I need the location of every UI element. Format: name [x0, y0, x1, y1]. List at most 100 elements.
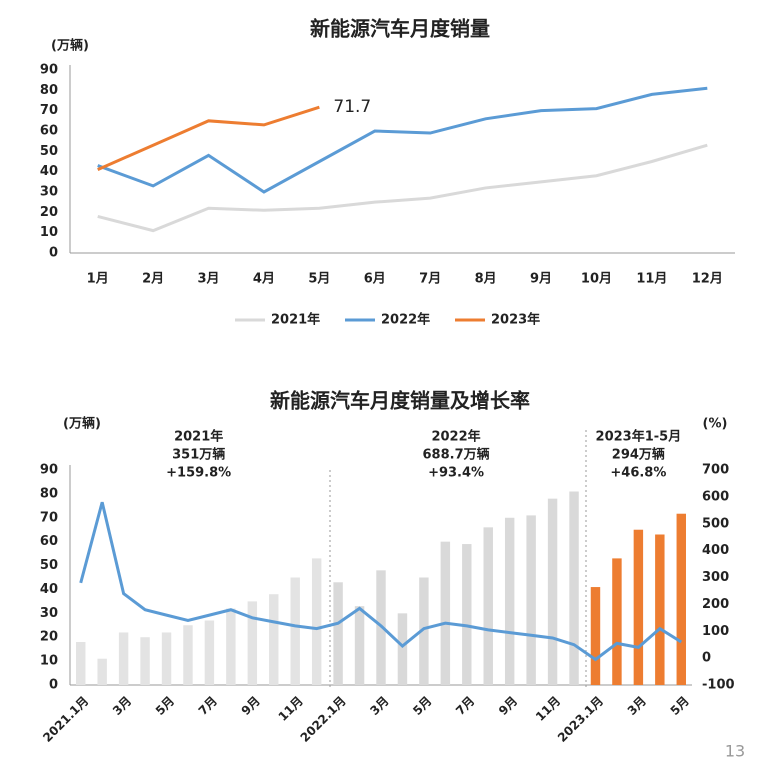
y-tick-label: 10	[40, 225, 58, 240]
bar	[269, 594, 279, 685]
bar	[290, 577, 300, 685]
bar	[204, 620, 215, 685]
annotation: +93.4%	[428, 466, 484, 481]
x-tick-label: 2022.1月	[298, 694, 349, 745]
bar	[440, 541, 451, 685]
y-tick-label: 60	[40, 534, 58, 549]
x-tick-label: 3月	[367, 694, 391, 718]
x-tick-label: 5月	[410, 694, 434, 718]
x-tick-label: 7月	[453, 694, 477, 718]
annotation: +159.8%	[166, 466, 231, 481]
legend-label: 2023年	[491, 312, 540, 328]
y2-tick-label: 400	[702, 543, 729, 558]
legend-label: 2021年	[271, 312, 320, 328]
bar	[247, 601, 258, 685]
annotation: +46.8%	[610, 466, 666, 481]
x-tick-label: 10月	[581, 272, 612, 287]
x-tick-label: 11月	[533, 694, 563, 724]
y-tick-label: 50	[40, 144, 58, 159]
line	[97, 105, 320, 172]
x-tick-label: 8月	[475, 272, 497, 287]
y-tick-label: 10	[40, 654, 58, 669]
x-tick-label: 9月	[496, 694, 520, 718]
annotation: 2021年	[174, 429, 223, 445]
x-tick-label: 1月	[87, 272, 109, 287]
bar	[462, 544, 472, 685]
bar	[633, 529, 644, 685]
x-tick-label: 9月	[530, 272, 552, 287]
y-tick-label: 90	[40, 63, 58, 78]
y-tick-label: 20	[40, 630, 58, 645]
y-axis-label: (万辆)	[51, 38, 89, 54]
y2-tick-label: -100	[702, 678, 735, 693]
x-tick-label: 3月	[625, 694, 649, 718]
x-tick-label: 6月	[364, 272, 386, 287]
x-tick-label: 11月	[276, 694, 306, 724]
y2-tick-label: 700	[702, 463, 729, 478]
x-tick-label: 7月	[196, 694, 220, 718]
bar	[526, 515, 536, 685]
x-tick-label: 2021.1月	[40, 694, 91, 745]
bar	[397, 613, 408, 685]
y-tick-label: 80	[40, 486, 58, 501]
y2-tick-label: 0	[702, 651, 711, 666]
y2-tick-label: 300	[702, 570, 729, 585]
bar	[569, 491, 579, 685]
bar	[590, 587, 601, 685]
bar	[676, 513, 686, 685]
x-tick-label: 5月	[308, 272, 330, 287]
chart-title: 新能源汽车月度销量及增长率	[270, 389, 530, 413]
bar	[419, 577, 429, 685]
bar	[76, 642, 86, 685]
bar	[161, 632, 172, 685]
annotation: 351万辆	[172, 447, 225, 463]
line	[97, 86, 708, 194]
annotation: 2023年1-5月	[596, 429, 682, 445]
y2-axis-label: (%)	[703, 417, 728, 432]
y2-tick-label: 200	[702, 597, 729, 612]
x-tick-label: 7月	[419, 272, 441, 287]
y-tick-label: 70	[40, 510, 58, 525]
legend-label: 2022年	[381, 312, 430, 328]
bar	[140, 637, 150, 685]
bar	[311, 558, 322, 685]
x-tick-label: 12月	[692, 272, 723, 287]
annotation: 688.7万辆	[423, 447, 490, 463]
x-tick-label: 2023.1月	[555, 694, 606, 745]
x-tick-label: 5月	[668, 694, 692, 718]
y2-tick-label: 500	[702, 516, 729, 531]
bar	[226, 608, 236, 685]
bar	[504, 517, 515, 685]
line	[79, 501, 683, 662]
y-tick-label: 30	[40, 606, 58, 621]
y2-tick-label: 100	[702, 624, 729, 639]
y-tick-label: 80	[40, 83, 58, 98]
bar	[354, 606, 365, 685]
y-tick-label: 40	[40, 164, 58, 179]
y-tick-label: 60	[40, 124, 58, 139]
bar	[547, 498, 558, 685]
x-tick-label: 11月	[636, 272, 667, 287]
y-tick-label: 0	[49, 246, 58, 261]
x-tick-label: 5月	[153, 694, 177, 718]
bar	[118, 632, 129, 685]
y-tick-label: 50	[40, 558, 58, 573]
chart-title: 新能源汽车月度销量	[310, 17, 490, 41]
y-tick-label: 20	[40, 205, 58, 220]
x-tick-label: 3月	[198, 272, 220, 287]
x-tick-label: 3月	[110, 694, 134, 718]
y2-tick-label: 600	[702, 489, 729, 504]
x-tick-label: 9月	[239, 694, 263, 718]
x-tick-label: 2月	[142, 272, 164, 287]
bar	[97, 658, 107, 685]
y-tick-label: 40	[40, 582, 58, 597]
y-axis-label: (万辆)	[63, 416, 101, 432]
bar	[183, 625, 193, 685]
page-number: 13	[725, 742, 745, 761]
annotation: 2022年	[431, 429, 480, 445]
x-tick-label: 4月	[253, 272, 275, 287]
y-tick-label: 30	[40, 185, 58, 200]
bar	[612, 558, 622, 685]
y-tick-label: 70	[40, 103, 58, 118]
